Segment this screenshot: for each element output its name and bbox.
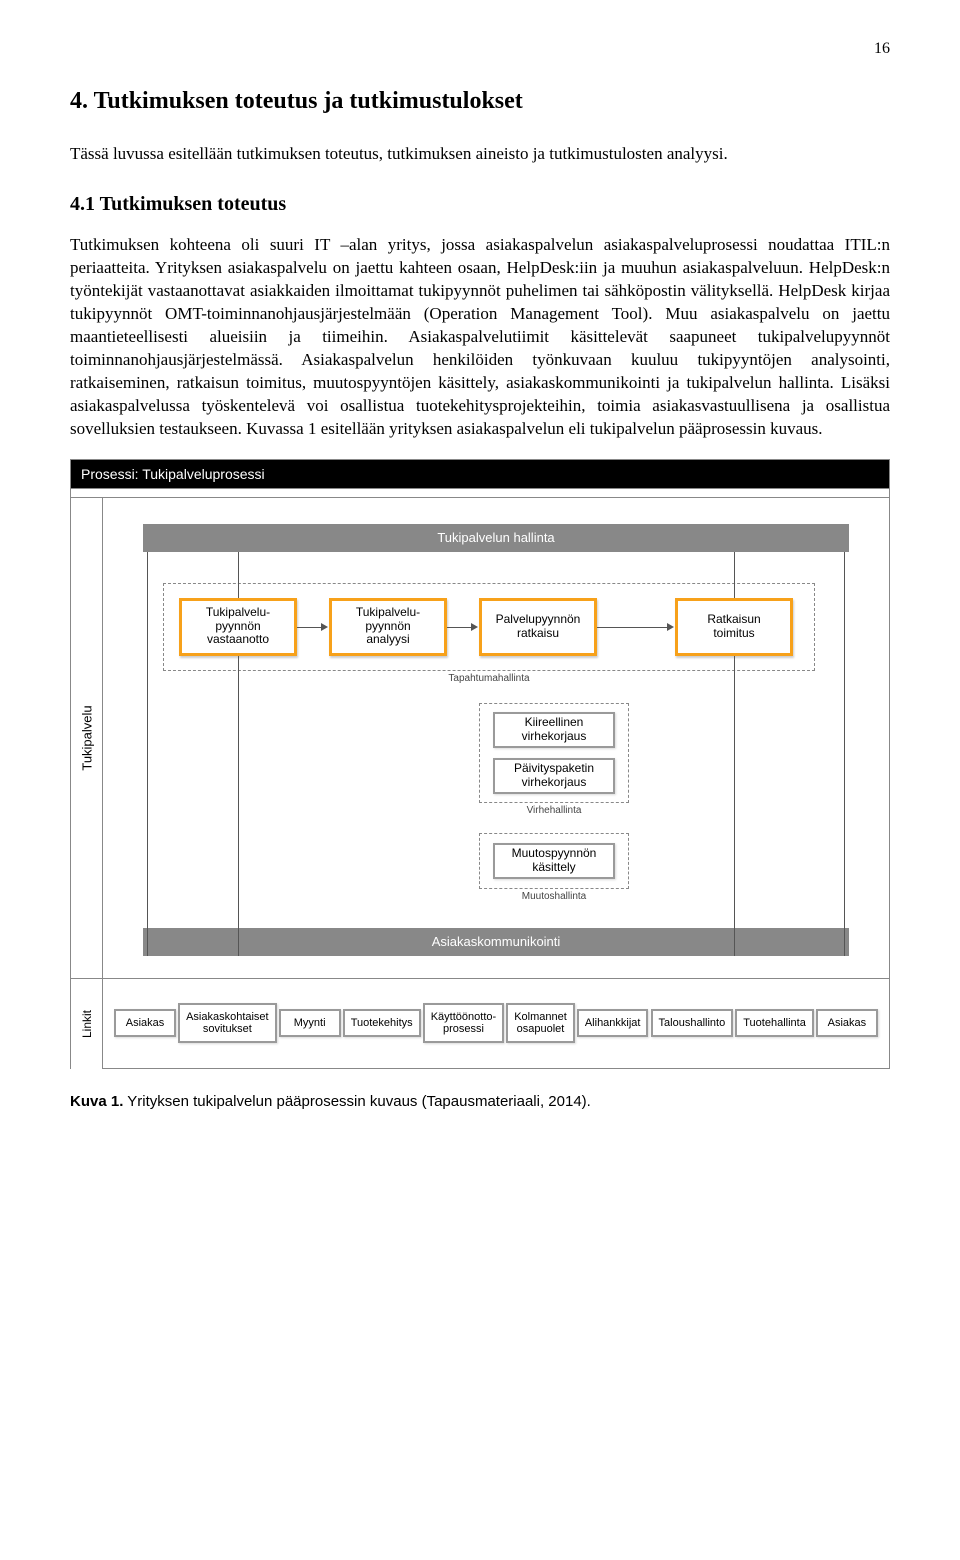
swimlane-label-tukipalvelu: Tukipalvelu: [71, 498, 103, 978]
top-bar: Tukipalvelun hallinta: [143, 524, 849, 552]
link-box-5: Kolmannet osapuolet: [506, 1003, 575, 1043]
process-diagram: Prosessi: Tukipalveluprosessi Tukipalvel…: [70, 459, 890, 1069]
figure-caption: Kuva 1. Yrityksen tukipalvelun pääproses…: [70, 1093, 890, 1110]
arrow-3: [597, 627, 669, 628]
frame-line-left: [147, 552, 148, 956]
link-box-2: Myynti: [279, 1009, 341, 1037]
arrow-2-head: [471, 623, 478, 631]
link-box-7: Taloushallinto: [651, 1009, 734, 1037]
swimlane-label-linkit: Linkit: [71, 979, 103, 1069]
arrow-2: [447, 627, 473, 628]
orange-box-0: Tukipalvelu- pyynnön vastaanotto: [179, 598, 297, 656]
caption-label: Kuva 1.: [70, 1093, 123, 1110]
conn-up-4: [734, 552, 735, 598]
link-box-6: Alihankkijat: [577, 1009, 649, 1037]
gray-box-paivityspaketin: Päivityspaketin virhekorjaus: [493, 758, 615, 794]
link-box-0: Asiakas: [114, 1009, 176, 1037]
intro-paragraph: Tässä luvussa esitellään tutkimuksen tot…: [70, 143, 890, 165]
orange-box-1: Tukipalvelu- pyynnön analyysi: [329, 598, 447, 656]
diagram-title: Prosessi: Tukipalveluprosessi: [71, 460, 889, 488]
diagram-gap: [71, 488, 889, 498]
heading-level-1: 4. Tutkimuksen toteutus ja tutkimustulok…: [70, 88, 890, 115]
bottom-bar: Asiakaskommunikointi: [143, 928, 849, 956]
region-label: Tapahtumahallinta: [448, 673, 529, 684]
frame-line-right: [844, 552, 845, 956]
body-paragraph: Tutkimuksen kohteena oli suuri IT –alan …: [70, 234, 890, 440]
caption-text: Yrityksen tukipalvelun pääprosessin kuva…: [123, 1093, 590, 1110]
arrow-1: [297, 627, 323, 628]
gray-box-kiireellinen: Kiireellinen virhekorjaus: [493, 712, 615, 748]
swimlane-content: Tukipalvelun hallinta Asiakaskommunikoin…: [103, 498, 889, 978]
page-number: 16: [70, 40, 890, 58]
conn-down-4: [734, 656, 735, 956]
swimlane-label-text-2: Linkit: [80, 1010, 94, 1038]
heading-level-2: 4.1 Tutkimuksen toteutus: [70, 193, 890, 216]
orange-box-2: Palvelupyynnön ratkaisu: [479, 598, 597, 656]
conn-down-1: [238, 656, 239, 956]
region-label-3: Muutoshallinta: [522, 891, 586, 902]
conn-up-1: [238, 552, 239, 598]
swimlane-label-text: Tukipalvelu: [79, 705, 94, 770]
region-label-2: Virhehallinta: [527, 805, 582, 816]
link-box-3: Tuotekehitys: [343, 1009, 421, 1037]
link-box-9: Asiakas: [816, 1009, 878, 1037]
linkit-row: AsiakasAsiakaskohtaiset sovituksetMyynti…: [103, 979, 889, 1068]
link-box-1: Asiakaskohtaiset sovitukset: [178, 1003, 277, 1043]
link-box-4: Käyttöönotto- prosessi: [423, 1003, 504, 1043]
orange-box-3: Ratkaisun toimitus: [675, 598, 793, 656]
arrow-3-head: [667, 623, 674, 631]
gray-box-muutospyynto: Muutospyynnön käsittely: [493, 843, 615, 879]
arrow-1-head: [321, 623, 328, 631]
link-box-8: Tuotehallinta: [735, 1009, 814, 1037]
